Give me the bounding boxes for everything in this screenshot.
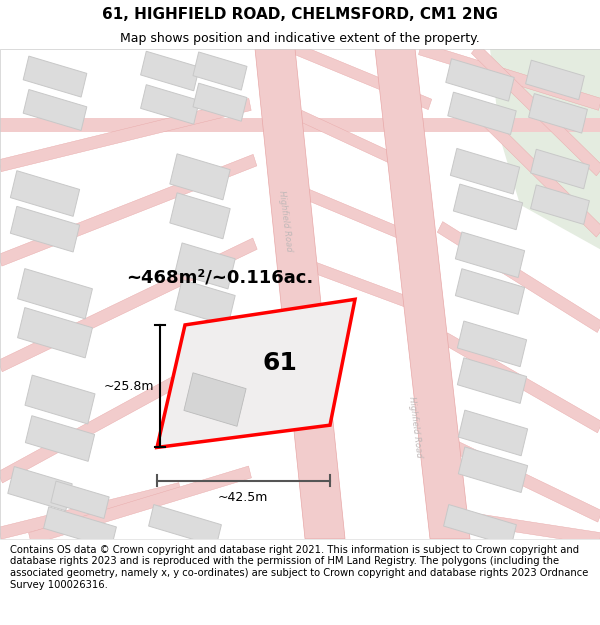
Polygon shape xyxy=(29,466,251,544)
Polygon shape xyxy=(0,238,257,372)
Polygon shape xyxy=(455,232,524,278)
Polygon shape xyxy=(0,482,181,539)
Polygon shape xyxy=(437,222,600,332)
Polygon shape xyxy=(0,332,257,483)
Polygon shape xyxy=(448,92,516,134)
Polygon shape xyxy=(140,84,199,124)
Polygon shape xyxy=(175,279,235,326)
Polygon shape xyxy=(184,372,246,426)
Polygon shape xyxy=(0,154,257,266)
Polygon shape xyxy=(455,269,524,314)
Polygon shape xyxy=(458,447,527,493)
Polygon shape xyxy=(149,504,221,546)
Polygon shape xyxy=(23,89,87,131)
Polygon shape xyxy=(451,148,520,194)
Text: Highfield Road: Highfield Road xyxy=(407,396,423,459)
Text: 61: 61 xyxy=(263,351,298,375)
Polygon shape xyxy=(175,243,235,289)
Polygon shape xyxy=(293,44,432,109)
Polygon shape xyxy=(255,49,345,539)
Polygon shape xyxy=(25,416,95,461)
Polygon shape xyxy=(298,111,422,176)
Polygon shape xyxy=(457,321,527,367)
Polygon shape xyxy=(0,99,251,172)
Polygon shape xyxy=(308,261,431,316)
Polygon shape xyxy=(448,439,600,522)
Polygon shape xyxy=(0,118,600,132)
Polygon shape xyxy=(457,357,527,403)
Polygon shape xyxy=(170,154,230,200)
Polygon shape xyxy=(193,83,247,121)
Polygon shape xyxy=(526,60,584,100)
Polygon shape xyxy=(303,188,427,249)
Polygon shape xyxy=(466,100,600,237)
Text: Map shows position and indicative extent of the property.: Map shows position and indicative extent… xyxy=(120,31,480,44)
Polygon shape xyxy=(454,184,523,230)
Polygon shape xyxy=(375,49,470,539)
Polygon shape xyxy=(530,185,589,224)
Polygon shape xyxy=(10,171,80,216)
Polygon shape xyxy=(442,333,600,433)
Polygon shape xyxy=(17,308,92,358)
Polygon shape xyxy=(530,149,589,189)
Polygon shape xyxy=(51,481,109,519)
Text: ~42.5m: ~42.5m xyxy=(218,491,268,504)
Text: Contains OS data © Crown copyright and database right 2021. This information is : Contains OS data © Crown copyright and d… xyxy=(10,545,589,589)
Polygon shape xyxy=(23,56,87,97)
Polygon shape xyxy=(490,49,600,249)
Polygon shape xyxy=(44,507,116,549)
Polygon shape xyxy=(170,192,230,239)
Polygon shape xyxy=(25,375,95,424)
Polygon shape xyxy=(419,43,600,111)
Polygon shape xyxy=(140,51,199,91)
Polygon shape xyxy=(454,511,600,545)
Polygon shape xyxy=(472,44,600,176)
Polygon shape xyxy=(17,269,92,319)
Polygon shape xyxy=(446,59,514,101)
Polygon shape xyxy=(443,504,517,546)
Text: ~25.8m: ~25.8m xyxy=(104,379,154,392)
Text: 61, HIGHFIELD ROAD, CHELMSFORD, CM1 2NG: 61, HIGHFIELD ROAD, CHELMSFORD, CM1 2NG xyxy=(102,7,498,22)
Polygon shape xyxy=(458,410,527,456)
Polygon shape xyxy=(529,94,587,133)
Polygon shape xyxy=(10,206,80,252)
Text: Highfield Road: Highfield Road xyxy=(277,190,293,253)
Polygon shape xyxy=(157,299,355,448)
Polygon shape xyxy=(193,52,247,90)
Text: ~468m²/~0.116ac.: ~468m²/~0.116ac. xyxy=(127,268,314,286)
Polygon shape xyxy=(8,466,72,511)
